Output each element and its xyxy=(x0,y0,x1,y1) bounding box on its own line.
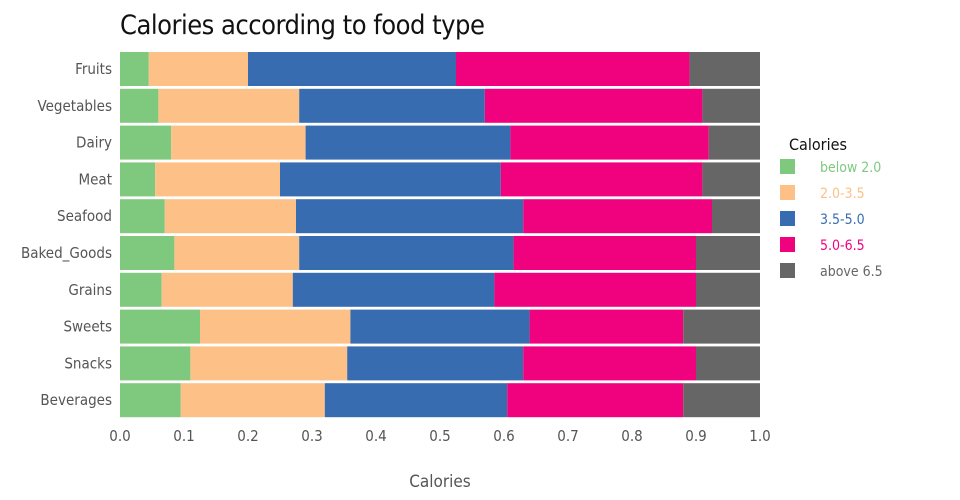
bar-fruits-series-5 xyxy=(689,52,760,86)
x-axis-title: Calories xyxy=(409,472,471,492)
x-axis-ticks: 0.0 0.1 0.2 0.3 0.4 0.5 0.6 0.7 0.8 0.9 1.0 xyxy=(109,427,770,445)
category-label-seafood: Seafood xyxy=(57,207,112,225)
bar-beverages-series-3 xyxy=(324,383,508,418)
bar-baked-goods-series-3 xyxy=(299,236,514,270)
bar-seafood-series-2 xyxy=(164,199,296,234)
bar-baked-goods-series-5 xyxy=(696,236,760,270)
bar-vegetables-series-4 xyxy=(484,88,703,123)
bar-meat-series-2 xyxy=(155,162,280,197)
legend-swatch-above-6-5 xyxy=(780,263,795,278)
bar-snacks-series-1 xyxy=(120,346,191,381)
category-label-sweets: Sweets xyxy=(63,318,112,336)
x-tick-label: 0.5 xyxy=(429,427,450,445)
bar-fruits-series-2 xyxy=(148,52,248,86)
bar-fruits-series-1 xyxy=(120,52,149,86)
category-label-vegetables: Vegetables xyxy=(38,97,112,115)
category-label-fruits: Fruits xyxy=(75,60,112,78)
category-labels: Fruits Vegetables Dairy Meat Seafood Baked_Go… xyxy=(21,60,112,409)
legend-label-above-6-5: above 6.5 xyxy=(820,264,883,280)
bar-fruits-series-3 xyxy=(248,52,456,86)
x-tick-label: 0.1 xyxy=(173,427,194,445)
bar-snacks-series-3 xyxy=(347,346,524,381)
chart-title: Calories according to food type xyxy=(120,10,485,41)
bar-grains-series-2 xyxy=(161,272,293,307)
bar-dairy-series-1 xyxy=(120,125,172,160)
bar-baked-goods-series-4 xyxy=(513,236,696,270)
bar-snacks-series-4 xyxy=(523,346,696,381)
bar-vegetables-series-5 xyxy=(702,88,760,123)
x-tick-label: 0.6 xyxy=(493,427,514,445)
bar-sweets-series-3 xyxy=(350,309,530,344)
bar-meat-series-3 xyxy=(280,162,501,197)
bar-baked-goods-series-1 xyxy=(120,236,175,270)
bar-dairy-series-5 xyxy=(708,125,760,160)
legend-label-3-5-5-0: 3.5-5.0 xyxy=(820,212,865,228)
bars-group xyxy=(120,52,760,418)
bar-beverages-series-1 xyxy=(120,383,181,418)
legend-label-2-0-3-5: 2.0-3.5 xyxy=(820,186,865,202)
bar-dairy-series-2 xyxy=(171,125,306,160)
bar-sweets-series-5 xyxy=(683,309,760,344)
bar-meat-series-4 xyxy=(500,162,703,197)
legend: Calories below 2.0 2.0-3.5 3.5-5.0 5.0-6.5 a… xyxy=(780,135,883,280)
x-tick-label: 0.2 xyxy=(237,427,258,445)
bar-sweets-series-1 xyxy=(120,309,200,344)
bar-dairy-series-4 xyxy=(510,125,709,160)
legend-label-below-2-0: below 2.0 xyxy=(820,160,881,176)
category-label-meat: Meat xyxy=(78,170,112,188)
x-tick-label: 0.4 xyxy=(365,427,386,445)
legend-swatch-5-0-6-5 xyxy=(780,237,795,252)
legend-swatch-below-2-0 xyxy=(780,159,795,174)
bar-sweets-series-4 xyxy=(529,309,684,344)
x-tick-label: 0.8 xyxy=(621,427,642,445)
bar-beverages-series-2 xyxy=(180,383,325,418)
x-tick-label: 1.0 xyxy=(749,427,770,445)
category-label-snacks: Snacks xyxy=(64,354,112,372)
bar-dairy-series-3 xyxy=(305,125,511,160)
bar-fruits-series-4 xyxy=(456,52,690,86)
bar-beverages-series-4 xyxy=(507,383,684,418)
legend-label-5-0-6-5: 5.0-6.5 xyxy=(820,238,865,254)
bar-sweets-series-2 xyxy=(200,309,351,344)
bar-grains-series-1 xyxy=(120,272,162,307)
category-label-dairy: Dairy xyxy=(76,134,112,152)
bar-vegetables-series-1 xyxy=(120,88,159,123)
bar-meat-series-1 xyxy=(120,162,156,197)
x-tick-label: 0.9 xyxy=(685,427,706,445)
bar-beverages-series-5 xyxy=(683,383,760,418)
category-label-beverages: Beverages xyxy=(40,391,112,409)
category-label-grains: Grains xyxy=(68,281,112,299)
bar-baked-goods-series-2 xyxy=(174,236,300,270)
legend-swatch-3-5-5-0 xyxy=(780,211,795,226)
bar-seafood-series-1 xyxy=(120,199,165,234)
bar-seafood-series-4 xyxy=(523,199,712,234)
bar-seafood-series-3 xyxy=(296,199,524,234)
bar-vegetables-series-2 xyxy=(158,88,300,123)
legend-title: Calories xyxy=(789,135,847,154)
bar-grains-series-5 xyxy=(696,272,760,307)
category-label-baked-goods: Baked_Goods xyxy=(21,244,112,263)
bar-snacks-series-2 xyxy=(190,346,348,381)
x-tick-label: 0.3 xyxy=(301,427,322,445)
bar-grains-series-3 xyxy=(292,272,495,307)
bar-seafood-series-5 xyxy=(712,199,760,234)
x-tick-label: 0.0 xyxy=(109,427,130,445)
bar-grains-series-4 xyxy=(494,272,696,307)
bar-vegetables-series-3 xyxy=(299,88,485,123)
bar-snacks-series-5 xyxy=(696,346,760,381)
x-tick-label: 0.7 xyxy=(557,427,578,445)
legend-swatch-2-0-3-5 xyxy=(780,185,795,200)
bar-meat-series-5 xyxy=(702,162,760,197)
